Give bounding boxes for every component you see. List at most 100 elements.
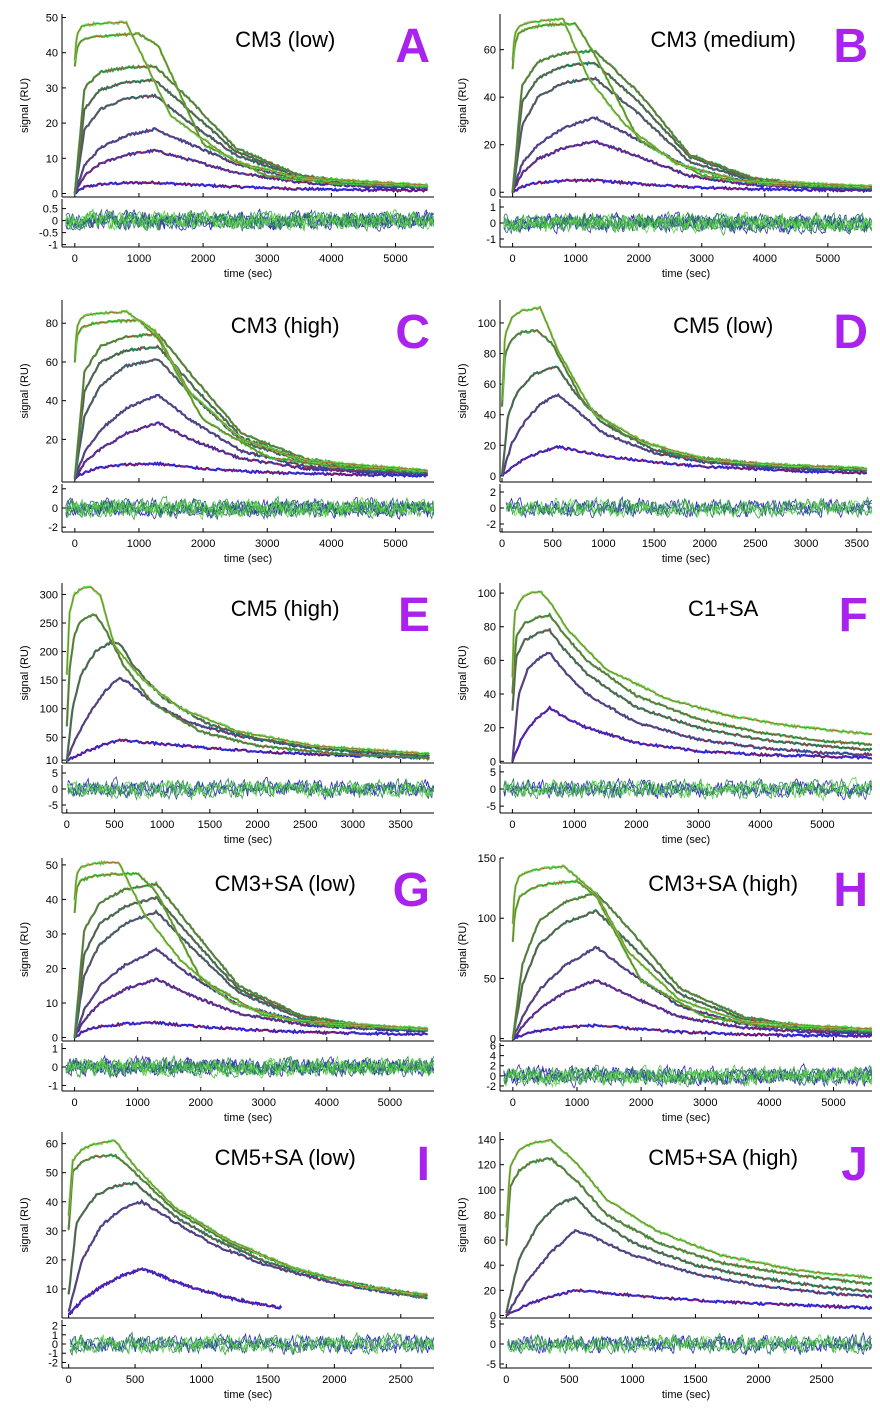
series-4-fit [506,1158,872,1285]
y-tick-label: 60 [484,1235,496,1247]
x-tick-label: 5000 [821,1097,845,1109]
y-tick-label: 100 [478,318,496,330]
series-8-residual [65,497,434,521]
y-tick-label: 30 [46,929,58,941]
residual-y-tick-label: -2 [48,522,58,534]
x-tick-label: 2000 [626,253,650,265]
x-tick-label: 0 [510,253,516,265]
residual-y-tick-label: -2 [48,1357,58,1369]
y-tick-label: 0 [490,471,496,483]
x-tick-label: 2000 [245,819,269,831]
x-tick-label: 1000 [127,538,151,550]
y-tick-label: 40 [484,1260,496,1272]
y-tick-label: 150 [40,675,58,687]
y-axis-label: signal (RU) [457,922,469,977]
series-7-line [73,317,429,474]
series-5-fit [506,1139,872,1279]
panel-title: CM5 (low) [673,313,773,338]
residual-y-tick-label: 2 [52,484,58,496]
x-tick-label: 2000 [629,1097,653,1109]
residual-y-tick-label: 0 [52,1062,58,1074]
series-5-residual [65,1057,434,1078]
x-tick-label: 0 [503,1374,509,1386]
series-7-residual [503,211,872,233]
x-tick-label: 500 [126,1374,144,1386]
series-6-residual [503,1064,872,1087]
y-tick-label: 20 [46,1255,58,1267]
series-7-line [73,31,428,188]
residual-y-tick-label: 0 [490,784,496,796]
series-6-residual [65,209,434,233]
series-2-fit [66,677,430,761]
series-5-residual [503,776,872,802]
residual-y-tick-label: 0 [52,216,58,228]
x-axis-label: time (sec) [662,1389,710,1401]
series-4-fit [74,911,428,1038]
series-7-residual [65,1056,434,1079]
y-axis-label: signal (RU) [457,78,469,133]
x-tick-label: 1000 [620,1374,644,1386]
x-tick-label: 1000 [127,253,151,265]
series-1-line [501,444,868,477]
x-tick-label: 1000 [562,819,586,831]
y-tick-label: 80 [484,1210,496,1222]
x-tick-label: 1500 [683,1374,707,1386]
y-tick-label: 120 [478,1160,496,1172]
y-tick-label: 10 [46,755,58,767]
residual-y-tick-label: 5 [490,767,496,779]
x-tick-label: 3000 [686,819,710,831]
y-axis-label: signal (RU) [19,78,31,133]
panel-title: CM3+SA (high) [648,871,798,896]
series-6-fit [74,333,428,479]
x-tick-label: 4000 [315,1097,339,1109]
y-tick-label: 140 [478,1135,496,1147]
series-2-fit [68,1201,428,1313]
x-tick-label: 1000 [189,1374,213,1386]
x-tick-label: 4000 [319,538,343,550]
y-tick-label: 10 [46,153,58,165]
series-5-residual [507,1333,872,1355]
residual-y-tick-label: 5 [490,1319,496,1331]
series-1-fit [506,1290,872,1316]
series-4-line [505,1157,872,1287]
y-tick-label: 10 [46,998,58,1010]
y-tick-label: 60 [484,655,496,667]
y-tick-label: 100 [478,1185,496,1197]
series-1-fit [512,1025,872,1039]
x-tick-label: 2500 [389,1374,413,1386]
series-1-fit [512,180,872,193]
x-tick-label: 1000 [565,1097,589,1109]
y-axis-label: signal (RU) [457,645,469,700]
residual-y-tick-label: -1 [486,234,496,246]
y-tick-label: 60 [46,357,58,369]
x-tick-label: 3000 [341,819,365,831]
x-tick-label: 4000 [753,253,777,265]
y-tick-label: 100 [478,913,496,925]
series-4-fit [66,614,430,759]
series-6-line [73,331,428,478]
x-axis-label: time (sec) [224,1112,272,1124]
y-tick-label: 100 [478,588,496,600]
series-5-residual [505,497,872,519]
y-axis-label: signal (RU) [19,922,31,977]
series-2-fit [512,980,872,1039]
residual-y-tick-label: 0.5 [43,204,58,216]
y-axis-label: signal (RU) [457,363,469,418]
panel-title: CM3 (low) [235,27,335,52]
x-tick-label: 5000 [383,538,407,550]
x-tick-label: 0 [72,1097,78,1109]
series-5-fit [512,591,872,735]
y-tick-label: 0 [490,1034,496,1046]
y-tick-label: 30 [46,1226,58,1238]
residual-y-tick-label: 0 [52,1339,58,1351]
y-tick-label: 60 [46,1139,58,1151]
series-4-fit [74,95,428,194]
residual-y-tick-label: 6 [490,1041,496,1053]
y-tick-label: 80 [484,349,496,361]
